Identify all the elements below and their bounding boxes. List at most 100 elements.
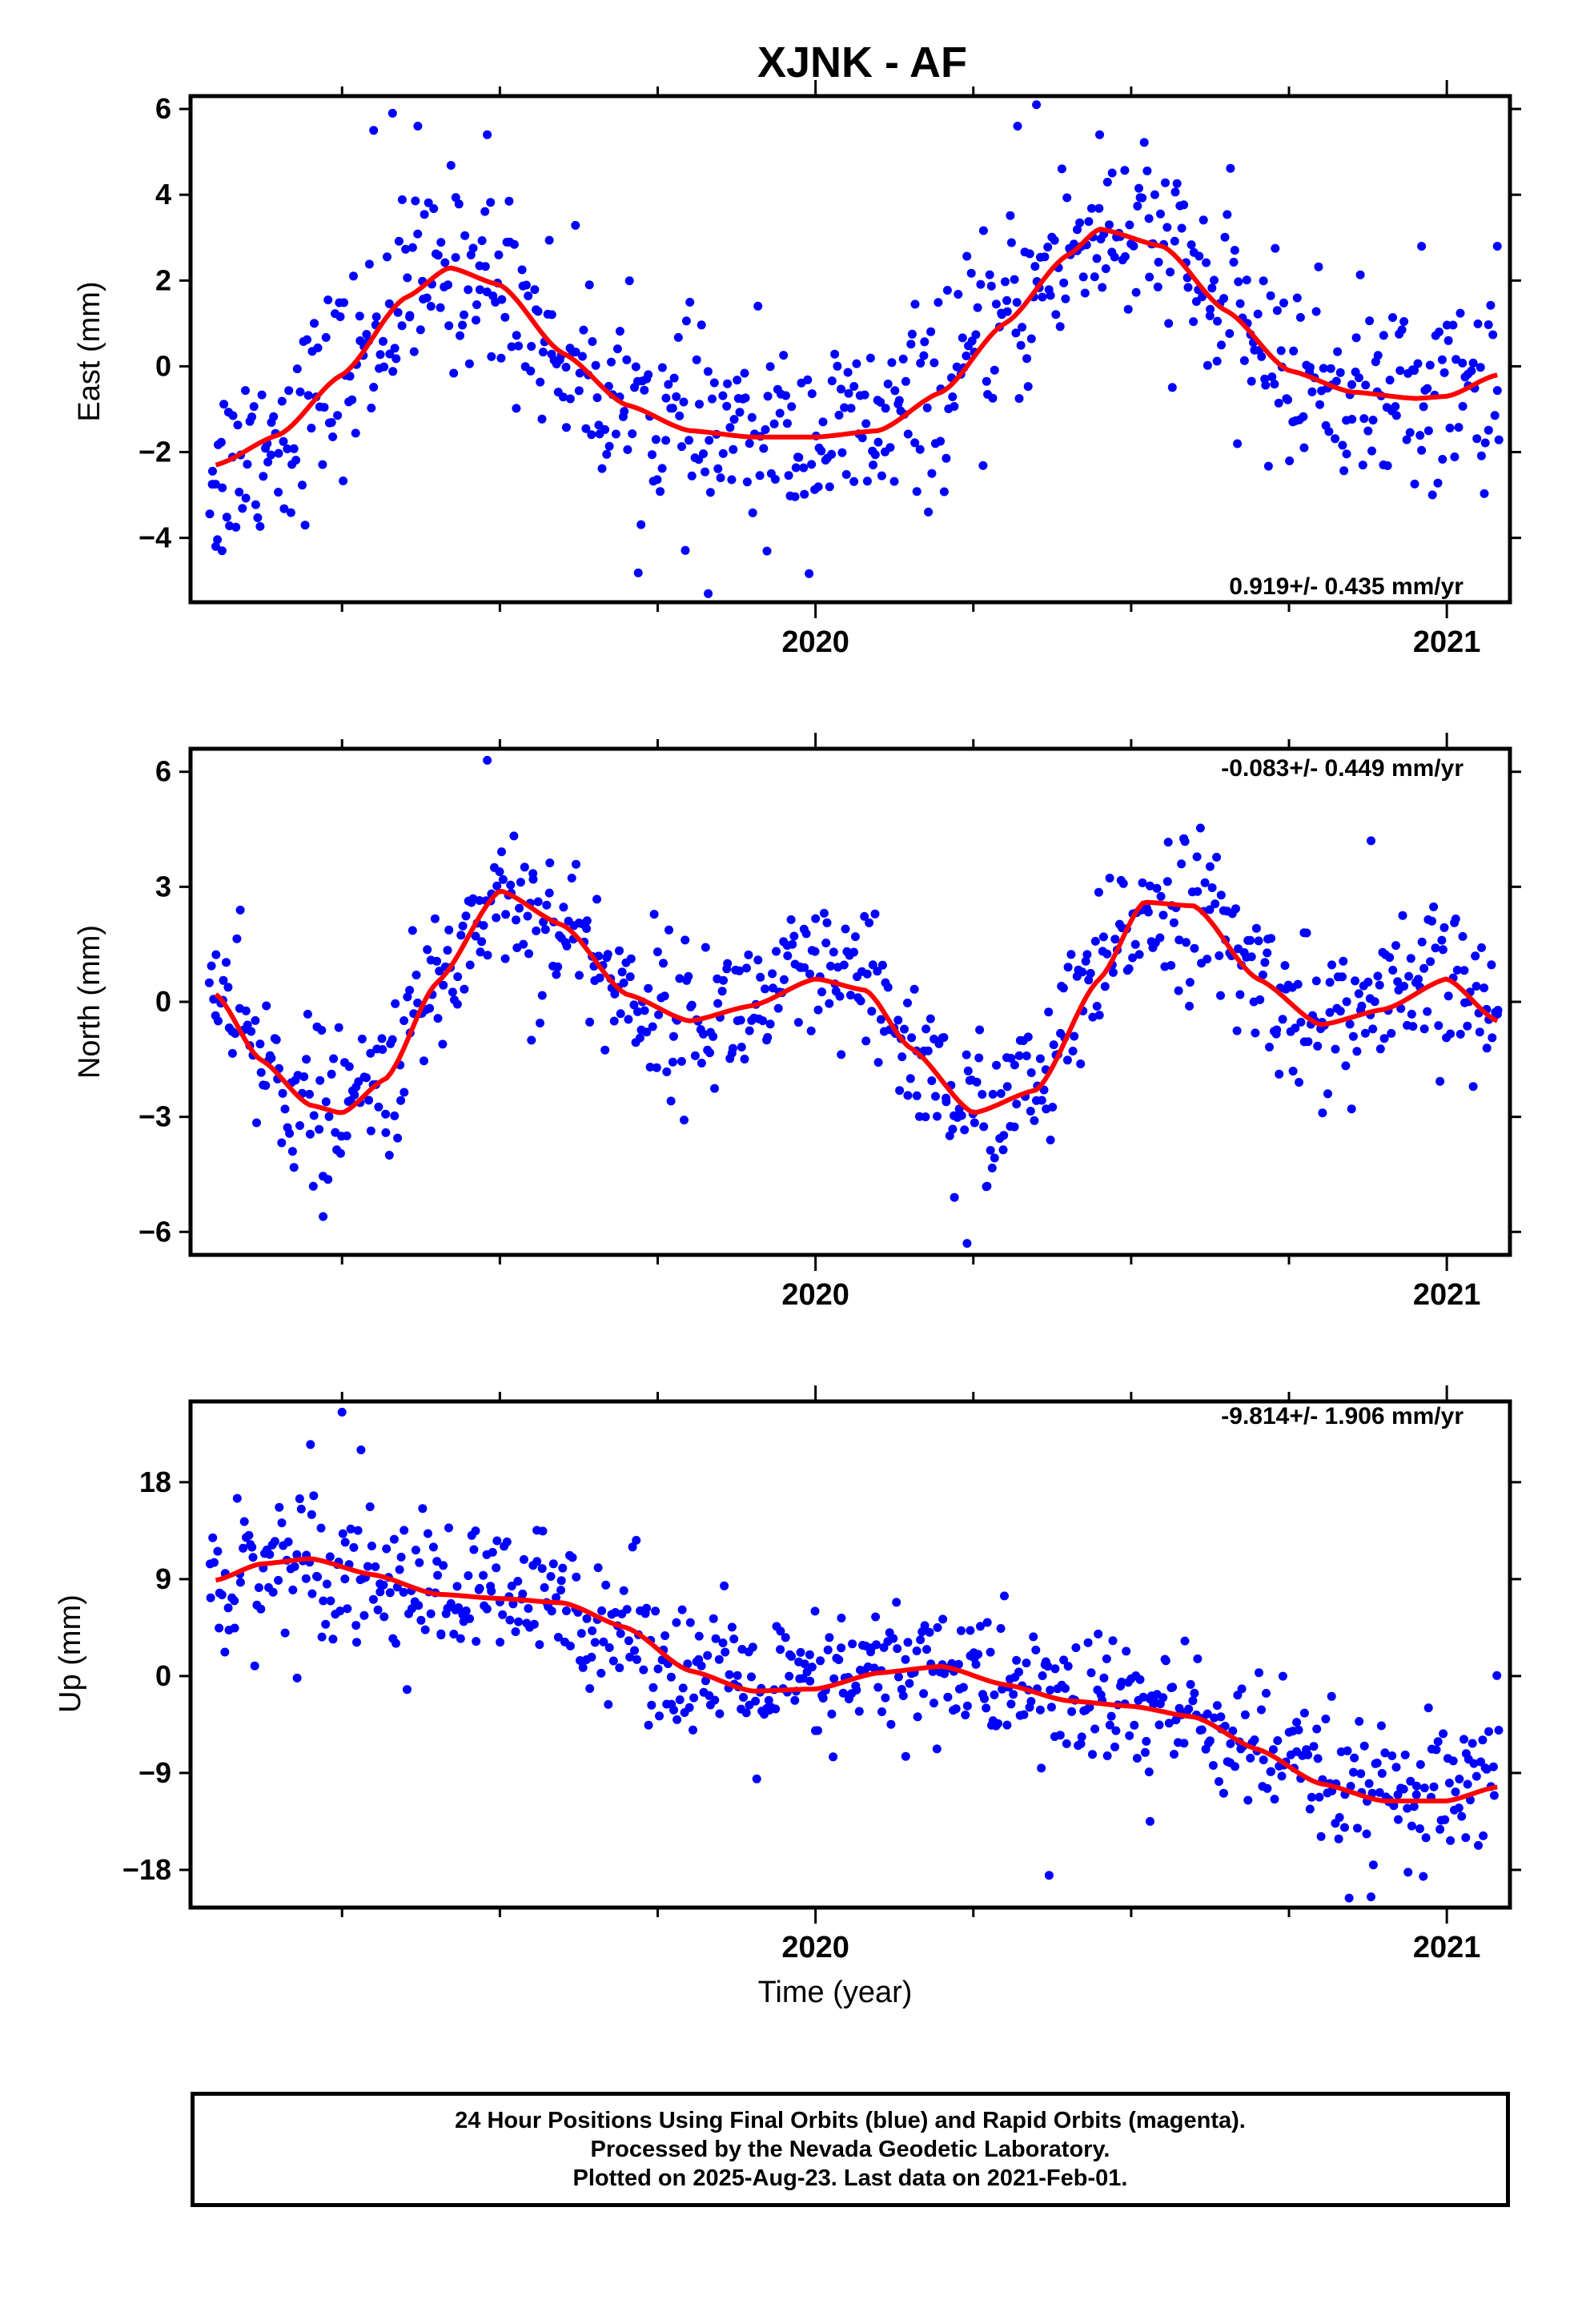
north-point xyxy=(1429,902,1439,911)
north-point xyxy=(1203,955,1212,964)
up-point xyxy=(325,1552,335,1562)
north-point xyxy=(439,980,448,990)
up-point xyxy=(349,1542,359,1552)
up-point xyxy=(1043,1662,1053,1671)
north-point xyxy=(1026,1068,1036,1077)
north-point xyxy=(465,960,475,970)
east-point xyxy=(604,441,614,451)
east-point xyxy=(397,195,407,204)
east-point xyxy=(313,343,323,352)
east-point xyxy=(408,243,417,252)
east-point xyxy=(907,329,917,339)
east-point xyxy=(514,341,524,351)
east-point xyxy=(1299,443,1309,452)
up-point xyxy=(829,1752,838,1762)
east-point xyxy=(827,376,837,386)
north-point xyxy=(1480,983,1489,993)
east-point xyxy=(1075,218,1085,227)
east-point xyxy=(594,420,604,430)
up-point xyxy=(352,1638,361,1647)
up-point xyxy=(913,1712,922,1722)
north-point xyxy=(506,880,516,890)
up-point xyxy=(408,1604,416,1614)
up-point xyxy=(739,1693,748,1702)
up-point xyxy=(1478,1735,1488,1745)
footer-line-1: 24 Hour Positions Using Final Orbits (bl… xyxy=(455,2108,1246,2133)
east-point xyxy=(675,411,685,420)
north-point xyxy=(1006,1054,1016,1063)
up-point xyxy=(1321,1715,1331,1723)
east-point xyxy=(1359,414,1369,424)
east-point xyxy=(784,471,793,480)
up-point xyxy=(810,1606,820,1616)
up-point xyxy=(916,1635,926,1645)
east-point xyxy=(1379,331,1388,340)
north-point xyxy=(475,896,484,905)
east-point xyxy=(1295,312,1305,322)
up-point xyxy=(1364,1779,1374,1788)
up-point xyxy=(206,1593,215,1602)
up-point xyxy=(1440,1815,1450,1824)
up-point xyxy=(962,1701,972,1711)
up-point xyxy=(587,1652,596,1662)
north-point xyxy=(1347,1104,1356,1114)
up-point xyxy=(711,1634,721,1643)
north-point xyxy=(319,1212,328,1221)
east-point xyxy=(1040,252,1050,262)
east-point xyxy=(1331,376,1341,386)
up-point xyxy=(337,1407,347,1417)
up-point xyxy=(596,1668,606,1678)
east-point xyxy=(1433,478,1443,488)
east-point xyxy=(231,522,241,532)
up-point xyxy=(919,1689,929,1699)
up-point xyxy=(837,1643,846,1653)
north-point xyxy=(813,1005,823,1015)
up-point xyxy=(356,1445,366,1454)
east-point xyxy=(1347,380,1356,389)
up-point xyxy=(1262,1688,1271,1698)
north-point xyxy=(1046,1136,1055,1144)
up-point xyxy=(715,1709,725,1719)
east-point xyxy=(1259,276,1268,286)
east-point xyxy=(303,391,313,400)
north-point xyxy=(1102,949,1112,959)
up-point xyxy=(1315,1792,1324,1802)
east-point xyxy=(1059,278,1069,287)
up-point xyxy=(1484,1727,1493,1736)
north-point xyxy=(1342,997,1351,1007)
up-point xyxy=(270,1537,279,1546)
up-point xyxy=(322,1579,331,1589)
up-point xyxy=(265,1550,275,1559)
up-point xyxy=(428,1542,438,1552)
east-point xyxy=(652,475,662,485)
north-point xyxy=(837,1050,846,1059)
up-point xyxy=(1108,1636,1118,1646)
north-point xyxy=(681,935,690,945)
north-point xyxy=(758,1016,768,1026)
north-point xyxy=(1435,1076,1445,1086)
east-point xyxy=(862,476,872,486)
north-point xyxy=(1339,956,1348,966)
up-point xyxy=(1375,1787,1384,1797)
north-point xyxy=(1265,1043,1274,1051)
north-point xyxy=(1145,881,1154,891)
east-point xyxy=(530,285,540,295)
north-point xyxy=(479,921,488,931)
north-point xyxy=(1014,1051,1024,1060)
north-point xyxy=(662,1067,672,1076)
east-point xyxy=(375,350,385,360)
up-point xyxy=(1006,1699,1016,1709)
east-point xyxy=(681,316,691,326)
up-point xyxy=(625,1652,635,1662)
up-point xyxy=(1409,1802,1419,1811)
east-point xyxy=(303,335,311,344)
east-point xyxy=(1138,193,1147,203)
up-point xyxy=(1009,1690,1018,1699)
up-point xyxy=(556,1576,566,1586)
up-point xyxy=(1219,1788,1228,1798)
north-point xyxy=(444,925,454,935)
up-point xyxy=(452,1582,462,1591)
north-point xyxy=(1076,1059,1086,1068)
east-point xyxy=(339,298,348,308)
north-point xyxy=(390,1111,400,1120)
